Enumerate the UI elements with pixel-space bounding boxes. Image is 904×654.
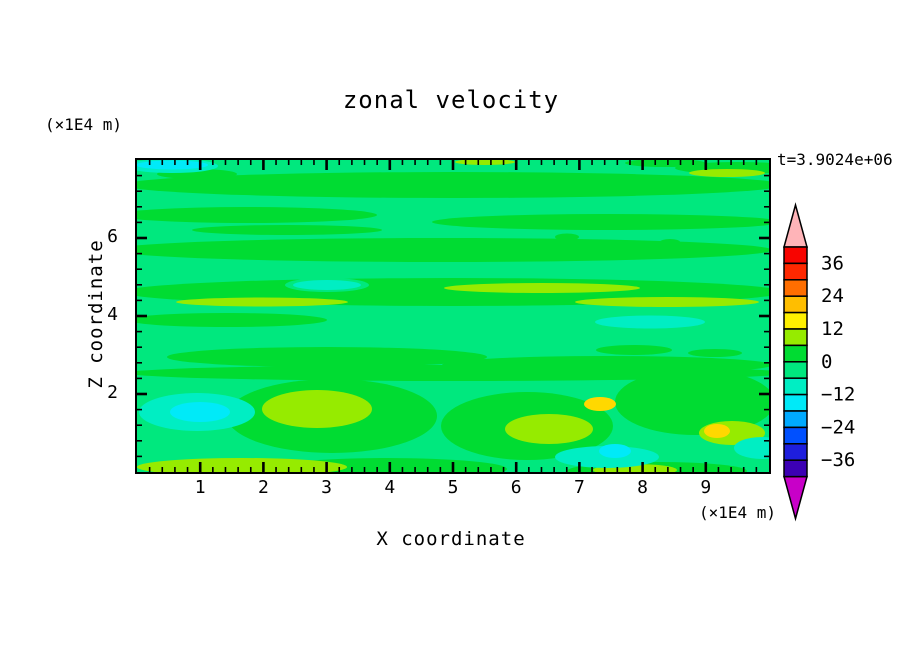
contour-region-turquoise <box>595 315 705 329</box>
contour-region-chartreuse <box>262 390 372 428</box>
colorbar-band <box>783 459 808 478</box>
contour-region-green <box>688 349 742 357</box>
contour-plot-frame <box>135 158 771 474</box>
colorbar-band <box>783 393 808 412</box>
x-tick-label: 5 <box>447 477 459 498</box>
colorbar-band <box>783 295 808 314</box>
x-tick-label: 2 <box>257 477 269 498</box>
colorbar-band <box>783 361 808 379</box>
contour-region-green <box>660 239 680 245</box>
colorbar-tick-label: −24 <box>821 416 855 438</box>
contour-region-green <box>137 172 769 198</box>
y-axis-units-label: (×1E4 m) <box>45 115 123 134</box>
contour-region-green <box>596 345 672 355</box>
colorbar-tick-label: −36 <box>821 449 855 471</box>
colorbar-band <box>783 426 808 445</box>
x-tick-label: 9 <box>700 477 712 498</box>
colorbar-over-arrow <box>783 202 808 248</box>
plot-title: zonal velocity <box>342 86 560 114</box>
colorbar-band <box>783 311 808 330</box>
time-annotation: t=3.9024e+06 <box>777 150 893 169</box>
x-tick-label: 4 <box>384 477 396 498</box>
colorbar-band <box>783 443 808 461</box>
x-tick-label: 1 <box>194 477 206 498</box>
contour-region-green <box>625 160 705 167</box>
contour-region-green <box>432 214 769 230</box>
contour-region-yellow <box>704 424 730 438</box>
contour-field <box>137 160 769 472</box>
axis-ticks <box>137 160 769 472</box>
colorbar-band <box>783 279 808 297</box>
x-tick-label: 8 <box>637 477 649 498</box>
x-tick-label: 3 <box>321 477 333 498</box>
x-tick-label: 6 <box>510 477 522 498</box>
colorbar-tick-label: 12 <box>821 318 844 340</box>
y-tick-label: 2 <box>107 382 118 403</box>
contour-region-green <box>137 313 327 327</box>
contour-region-chartreuse <box>444 283 640 293</box>
colorbar-band <box>783 344 808 363</box>
contour-region-chartreuse <box>137 458 347 472</box>
contour-region-turquoise <box>293 280 361 290</box>
y-tick-label: 6 <box>107 226 118 247</box>
contour-region-green <box>192 225 382 235</box>
colorbar: 36 24 12 0 −12 −24 −36 <box>783 202 855 522</box>
colorbar-band <box>783 262 808 281</box>
contour-region-chartreuse <box>176 297 348 307</box>
colorbar-band <box>783 410 808 429</box>
y-tick-label: 4 <box>107 304 118 325</box>
contour-region-cyan <box>599 444 631 458</box>
contour-region-chartreuse <box>455 160 515 165</box>
colorbar-under-arrow <box>783 475 808 522</box>
colorbar-tick-label: 24 <box>821 285 844 307</box>
x-tick-label: 7 <box>573 477 585 498</box>
contour-region-green <box>137 365 769 381</box>
colorbar-band <box>783 246 808 265</box>
contour-region-green <box>137 238 769 262</box>
contour-region-green <box>167 347 487 367</box>
contour-region-green <box>137 207 377 223</box>
contour-region-green <box>555 233 579 241</box>
colorbar-band <box>783 328 808 347</box>
colorbar-tick-label: −12 <box>821 384 855 406</box>
contour-region-turquoise <box>734 437 769 459</box>
contour-region-yellow <box>584 397 616 411</box>
contour-region-cyan <box>137 160 208 170</box>
contour-region-cyan <box>170 402 230 422</box>
contour-region-green <box>615 369 769 435</box>
contour-region-chartreuse <box>575 297 759 307</box>
colorbar-band <box>783 377 808 396</box>
contour-region-chartreuse <box>505 414 593 444</box>
x-axis-label: X coordinate <box>376 528 526 550</box>
colorbar-tick-label: 0 <box>821 351 832 373</box>
contour-region-chartreuse <box>689 169 765 177</box>
x-axis-units-label: (×1E4 m) <box>698 503 776 522</box>
colorbar-tick-label: 36 <box>821 252 844 274</box>
